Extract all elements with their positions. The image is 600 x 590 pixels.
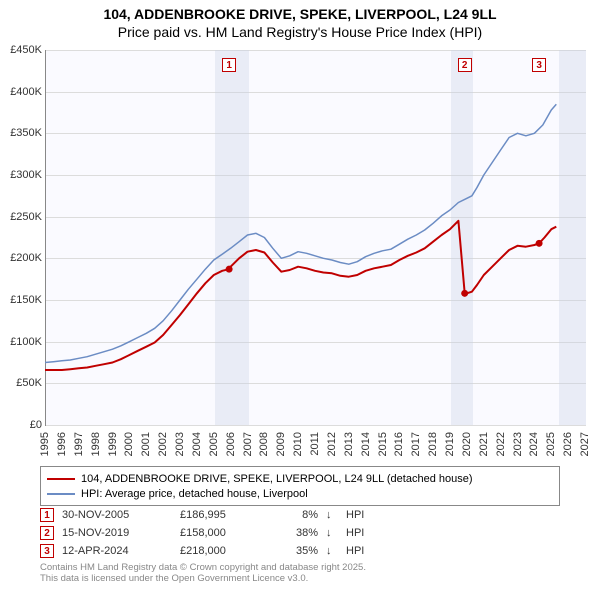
sale-price: £158,000 bbox=[180, 527, 270, 539]
sale-date: 15-NOV-2019 bbox=[62, 527, 172, 539]
sales-table: 1 30-NOV-2005 £186,995 8% ↓ HPI 2 15-NOV-2019 £1… bbox=[40, 506, 560, 560]
legend-label: 104, ADDENBROOKE DRIVE, SPEKE, LIVERPOOL… bbox=[81, 473, 473, 485]
x-tick-label: 1995 bbox=[39, 432, 51, 456]
x-tick-label: 2021 bbox=[478, 432, 490, 456]
x-tick-label: 2015 bbox=[377, 432, 389, 456]
x-tick-label: 2006 bbox=[225, 432, 237, 456]
legend-item: HPI: Average price, detached house, Live… bbox=[47, 486, 553, 501]
legend-line-icon bbox=[47, 478, 75, 480]
y-tick-label: £0 bbox=[0, 419, 42, 431]
x-tick-label: 2024 bbox=[528, 432, 540, 456]
x-tick-label: 2005 bbox=[208, 432, 220, 456]
y-tick-label: £150K bbox=[0, 294, 42, 306]
series-marker-dot bbox=[226, 266, 233, 273]
x-tick-label: 2027 bbox=[579, 432, 591, 456]
x-tick-label: 2009 bbox=[275, 432, 287, 456]
sale-marker-1: 1 bbox=[40, 508, 54, 522]
x-tick-label: 2022 bbox=[495, 432, 507, 456]
x-tick-label: 1999 bbox=[107, 432, 119, 456]
x-tick-label: 2004 bbox=[191, 432, 203, 456]
x-tick-label: 1996 bbox=[56, 432, 68, 456]
x-tick-label: 2020 bbox=[461, 432, 473, 456]
y-tick-label: £50K bbox=[0, 377, 42, 389]
x-tick-label: 2003 bbox=[174, 432, 186, 456]
credit-line1: Contains HM Land Registry data © Crown c… bbox=[40, 562, 560, 573]
x-axis-labels: 1995199619971998199920002001200220032004… bbox=[45, 428, 585, 468]
y-tick-label: £450K bbox=[0, 44, 42, 56]
x-tick-label: 2011 bbox=[309, 432, 321, 456]
sale-pct: 8% bbox=[278, 509, 318, 521]
x-tick-label: 2000 bbox=[123, 432, 135, 456]
credit-line2: This data is licensed under the Open Gov… bbox=[40, 573, 560, 584]
sale-row: 1 30-NOV-2005 £186,995 8% ↓ HPI bbox=[40, 506, 560, 524]
series-marker-dot bbox=[461, 290, 468, 297]
y-tick-label: £350K bbox=[0, 127, 42, 139]
chart-title-address: 104, ADDENBROOKE DRIVE, SPEKE, LIVERPOOL… bbox=[0, 6, 600, 22]
x-tick-label: 2007 bbox=[242, 432, 254, 456]
x-tick-label: 2017 bbox=[410, 432, 422, 456]
marker-box-3: 3 bbox=[532, 58, 546, 72]
x-tick-label: 2018 bbox=[427, 432, 439, 456]
marker-box-1: 1 bbox=[222, 58, 236, 72]
x-tick-label: 2013 bbox=[343, 432, 355, 456]
down-arrow-icon: ↓ bbox=[326, 527, 338, 539]
x-tick-label: 2008 bbox=[258, 432, 270, 456]
y-tick-label: £100K bbox=[0, 336, 42, 348]
sale-price: £218,000 bbox=[180, 545, 270, 557]
sale-pct: 38% bbox=[278, 527, 318, 539]
down-arrow-icon: ↓ bbox=[326, 509, 338, 521]
chart-svg bbox=[45, 50, 585, 425]
legend-line-icon bbox=[47, 493, 75, 495]
x-tick-label: 2001 bbox=[140, 432, 152, 456]
sale-row: 2 15-NOV-2019 £158,000 38% ↓ HPI bbox=[40, 524, 560, 542]
x-tick-label: 2016 bbox=[393, 432, 405, 456]
x-tick-label: 2010 bbox=[292, 432, 304, 456]
sale-row: 3 12-APR-2024 £218,000 35% ↓ HPI bbox=[40, 542, 560, 560]
x-tick-label: 2019 bbox=[444, 432, 456, 456]
sale-pct: 35% bbox=[278, 545, 318, 557]
gridline bbox=[46, 425, 586, 426]
chart-titles: 104, ADDENBROOKE DRIVE, SPEKE, LIVERPOOL… bbox=[0, 0, 600, 40]
y-tick-label: £400K bbox=[0, 86, 42, 98]
x-tick-label: 2012 bbox=[326, 432, 338, 456]
sale-hpi-label: HPI bbox=[346, 545, 396, 557]
marker-box-2: 2 bbox=[458, 58, 472, 72]
chart-legend: 104, ADDENBROOKE DRIVE, SPEKE, LIVERPOOL… bbox=[40, 466, 560, 506]
sale-marker-3: 3 bbox=[40, 544, 54, 558]
y-tick-label: £300K bbox=[0, 169, 42, 181]
credit-text: Contains HM Land Registry data © Crown c… bbox=[40, 562, 560, 585]
x-tick-label: 2025 bbox=[545, 432, 557, 456]
x-tick-label: 1998 bbox=[90, 432, 102, 456]
series-line bbox=[45, 221, 556, 370]
x-tick-label: 2023 bbox=[512, 432, 524, 456]
sale-date: 12-APR-2024 bbox=[62, 545, 172, 557]
legend-item: 104, ADDENBROOKE DRIVE, SPEKE, LIVERPOOL… bbox=[47, 471, 553, 486]
sale-hpi-label: HPI bbox=[346, 527, 396, 539]
series-marker-dot bbox=[536, 240, 543, 247]
legend-label: HPI: Average price, detached house, Live… bbox=[81, 488, 308, 500]
sale-date: 30-NOV-2005 bbox=[62, 509, 172, 521]
sale-price: £186,995 bbox=[180, 509, 270, 521]
y-tick-label: £250K bbox=[0, 211, 42, 223]
y-tick-label: £200K bbox=[0, 252, 42, 264]
chart-title-subtitle: Price paid vs. HM Land Registry's House … bbox=[0, 24, 600, 40]
series-line bbox=[45, 104, 556, 362]
sale-hpi-label: HPI bbox=[346, 509, 396, 521]
x-tick-label: 1997 bbox=[73, 432, 85, 456]
chart-container: 104, ADDENBROOKE DRIVE, SPEKE, LIVERPOOL… bbox=[0, 0, 600, 590]
down-arrow-icon: ↓ bbox=[326, 545, 338, 557]
x-tick-label: 2026 bbox=[562, 432, 574, 456]
x-tick-label: 2014 bbox=[360, 432, 372, 456]
chart-plot-area: 1 2 3 bbox=[45, 50, 585, 425]
sale-marker-2: 2 bbox=[40, 526, 54, 540]
x-tick-label: 2002 bbox=[157, 432, 169, 456]
